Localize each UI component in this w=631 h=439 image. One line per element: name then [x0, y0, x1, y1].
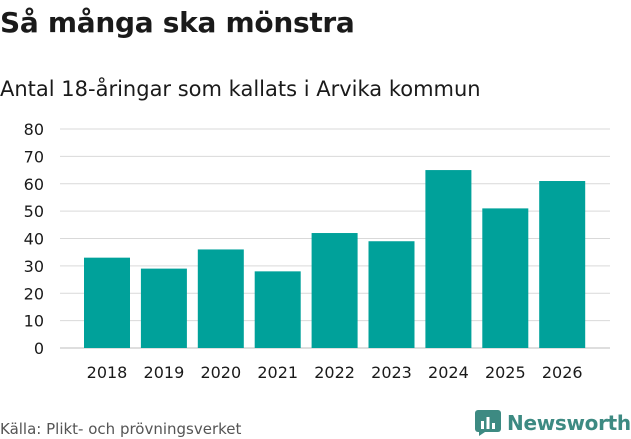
x-tick-label-2024: 2024	[428, 363, 469, 382]
x-tick-label-2025: 2025	[485, 363, 526, 382]
x-tick-label-2019: 2019	[144, 363, 185, 382]
y-tick-label-70: 70	[24, 147, 44, 166]
chart-subtitle: Antal 18-åringar som kallats i Arvika ko…	[0, 77, 481, 101]
bar-2022	[311, 233, 358, 348]
newsworthy-logo-icon	[475, 410, 501, 436]
x-axis-ticks: 2018 2019 2020 2021 2022 2023 2024 2025 2026	[87, 363, 583, 382]
y-tick-label-60: 60	[24, 175, 44, 194]
x-tick-label-2022: 2022	[314, 363, 355, 382]
y-tick-label-20: 20	[24, 284, 44, 303]
y-tick-label-30: 30	[24, 257, 44, 276]
x-tick-label-2018: 2018	[87, 363, 128, 382]
brand-name: Newsworthy	[507, 411, 631, 435]
bar-2025	[482, 208, 529, 348]
bar-2020	[197, 249, 244, 348]
brand-logo: Newsworthy	[475, 408, 631, 438]
y-tick-label-10: 10	[24, 312, 44, 331]
bar-2018	[84, 257, 130, 348]
x-tick-label-2023: 2023	[371, 363, 412, 382]
x-tick-label-2026: 2026	[542, 363, 583, 382]
x-tick-label-2020: 2020	[200, 363, 241, 382]
y-tick-label-0: 0	[34, 339, 44, 358]
y-tick-label-50: 50	[24, 202, 44, 221]
y-tick-label-80: 80	[24, 120, 44, 139]
chart-title: Så många ska mönstra	[0, 6, 355, 39]
bar-2019	[140, 268, 187, 348]
bar-2024	[425, 170, 472, 348]
y-axis-ticks: 0 10 20 30 40 50 60 70 80	[24, 120, 44, 358]
bar-2026	[539, 181, 586, 348]
source-note: Källa: Plikt- och prövningsverket	[0, 420, 242, 438]
bars	[84, 170, 586, 348]
y-tick-label-40: 40	[24, 230, 44, 249]
x-tick-label-2021: 2021	[257, 363, 298, 382]
bar-2021	[254, 271, 301, 348]
bar-2023	[368, 241, 415, 348]
